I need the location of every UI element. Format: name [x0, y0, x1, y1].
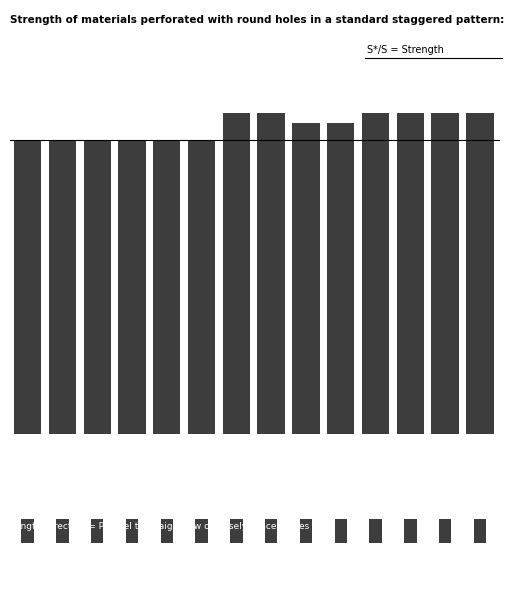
- Bar: [264, 519, 277, 543]
- Text: Strength of materials perforated with round holes in a standard staggered patter: Strength of materials perforated with ro…: [10, 15, 503, 25]
- Bar: [56, 519, 69, 543]
- Bar: [222, 113, 249, 434]
- Bar: [118, 140, 146, 434]
- Bar: [465, 113, 493, 434]
- Bar: [334, 519, 346, 543]
- Bar: [21, 519, 34, 543]
- Bar: [160, 519, 173, 543]
- Bar: [369, 519, 381, 543]
- Bar: [91, 519, 103, 543]
- Bar: [83, 140, 110, 434]
- Text: *Notes:  S* = Yield strength of perforated material
             S* = Yield stre: *Notes: S* = Yield strength of perforate…: [10, 484, 309, 557]
- Bar: [403, 519, 416, 543]
- Bar: [257, 113, 284, 434]
- Bar: [299, 519, 312, 543]
- Bar: [326, 124, 354, 434]
- Text: S*/S = Strength: S*/S = Strength: [366, 45, 443, 55]
- Bar: [361, 113, 388, 434]
- Bar: [153, 140, 180, 434]
- Bar: [431, 113, 458, 434]
- Bar: [126, 519, 138, 543]
- Bar: [292, 124, 319, 434]
- Bar: [473, 519, 485, 543]
- Bar: [438, 519, 450, 543]
- Bar: [230, 519, 242, 543]
- Bar: [14, 140, 41, 434]
- Bar: [195, 519, 207, 543]
- Bar: [49, 140, 76, 434]
- Bar: [396, 113, 423, 434]
- Bar: [187, 140, 215, 434]
